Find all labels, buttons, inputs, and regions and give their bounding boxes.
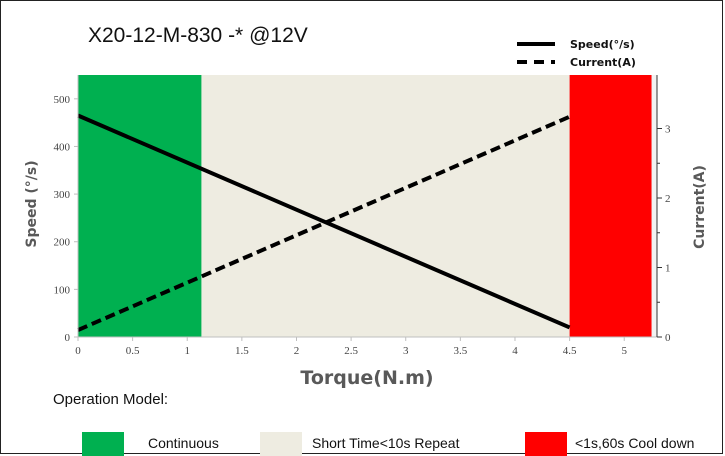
operating-region-3	[569, 75, 652, 337]
y-tick-label: 500	[54, 94, 71, 106]
chart-title: X20-12-M-830 -* @12V	[88, 24, 308, 47]
operation-model-title: Operation Model:	[53, 391, 168, 408]
y-tick-label: 200	[54, 237, 71, 249]
legend-label: Speed(°/s)	[570, 38, 635, 51]
x-tick-label: 4	[512, 345, 518, 357]
region-label: Short Time<10s Repeat	[312, 435, 460, 451]
legend-label: Current(A)	[570, 56, 636, 69]
x-tick-label: 3.5	[453, 345, 467, 357]
x-tick-label: 3	[403, 345, 409, 357]
x-tick-label: 0.5	[126, 345, 140, 357]
y2-tick-label: 2	[665, 193, 671, 205]
x-axis-label: Torque(N.m)	[300, 367, 433, 389]
y2-tick-label: 0	[665, 332, 671, 344]
x-tick-label: 4.5	[563, 345, 577, 357]
x-tick-label: 1	[184, 345, 190, 357]
region-label: Continuous	[148, 435, 219, 451]
plot-area	[77, 75, 657, 337]
region-swatch	[82, 432, 124, 456]
region-swatch	[260, 432, 302, 456]
y2-tick-label: 1	[665, 263, 671, 275]
axes	[74, 75, 662, 341]
operating-region-2	[201, 75, 570, 337]
y-tick-label: 400	[54, 141, 71, 153]
x-tick-label: 2.5	[344, 345, 358, 357]
x-tick-label: 2	[294, 345, 300, 357]
tick-labels: 0 0.5 1 1.5 2 2.5 3 3.5 4 4.5 5 0 100 200 300 400 500 0 1 2…	[54, 94, 672, 357]
y-axis-label: Speed (°/s)	[24, 160, 40, 247]
y2-tick-label: 3	[665, 124, 671, 136]
region-legend: Continuous Short Time<10s Repeat <1s,60s C…	[82, 432, 694, 456]
y-tick-label: 100	[54, 284, 71, 296]
y-tick-label: 0	[65, 332, 71, 344]
x-tick-label: 5	[621, 345, 627, 357]
speed-line	[77, 113, 571, 330]
region-swatch	[525, 432, 567, 456]
x-tick-label: 1.5	[235, 345, 249, 357]
legend: Speed(°/s) Current(A)	[517, 38, 636, 69]
region-label: <1s,60s Cool down	[575, 435, 694, 451]
operating-region-1	[78, 75, 202, 337]
x-tick-label: 0	[75, 345, 81, 357]
y-tick-label: 300	[54, 189, 71, 201]
y2-axis-label: Current(A)	[692, 165, 708, 249]
